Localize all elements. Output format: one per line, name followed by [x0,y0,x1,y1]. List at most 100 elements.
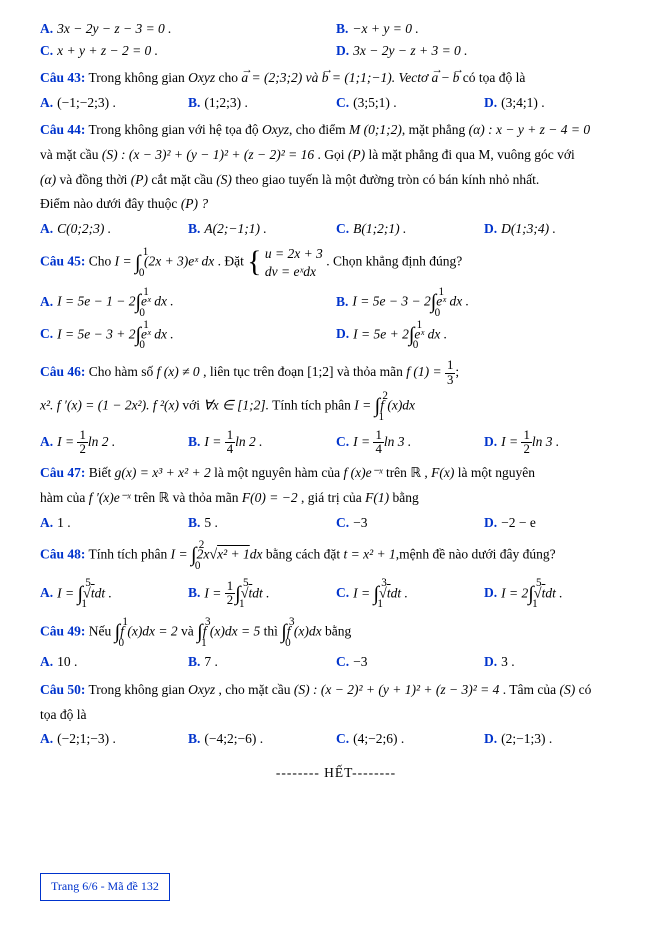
q49-i2u: 3 [205,614,211,632]
q44-l1a: Trong không gian với hệ tọa độ [89,122,263,137]
q42-d-text: 3x − 2y − z + 3 = 0 . [353,43,467,58]
integral-icon: ∫31 [373,578,379,610]
q47-Fx: F(x) [431,465,454,480]
integral-icon: ∫30 [281,616,287,648]
q44-alpha: (α) : x − y + z − 4 = 0 [469,122,591,137]
q48-b-post: dt . [252,585,269,600]
q46-l2a: x². f ′(x) = (1 − 2x²). f ²(x) [40,397,179,412]
q49-i1l: 0 [119,635,125,653]
q46-semi: ; [455,364,459,379]
q50-l1b: , cho mặt cầu [215,682,294,697]
q44-c: B(1;2;1) . [353,221,406,236]
q46-d-post: ln 3 . [532,434,559,449]
q46-dd: 2 [521,443,531,456]
q46-l1c: và thỏa mãn [334,364,407,379]
q47-l2b: trên [131,490,159,505]
q46-l2b: với [179,397,203,412]
q47-opt-a: A.1 . [40,512,188,534]
q46-c-pre: I = [353,434,373,449]
q46-ad: 2 [77,443,87,456]
q45-opt-a: A.I = 5e − 1 − 2∫10eˣ dx . [40,286,336,318]
frac: 12 [77,429,87,457]
q48-bd: 2 [225,594,235,607]
q46-seg: [1;2] [307,364,333,379]
q42-opt-d: D.3x − 2y − z + 3 = 0 . [336,40,632,62]
q46-bn: 1 [225,429,235,443]
q47-l1d: , [421,465,431,480]
integral-icon: ∫10 [115,616,121,648]
q43-c: (3;5;1) . [353,95,397,110]
q45-il: 0 [139,265,145,283]
q43-ab-b: b [453,67,460,89]
q48-sqb: x² + 1 [217,547,250,562]
page: A.3x − 2y − z − 3 = 0 . B.−x + y = 0 . C… [0,0,672,951]
q47-b: 5 . [204,515,218,530]
q45-t1: Cho [89,254,115,269]
q45-d-iu: 1 [417,317,423,335]
q46-opt-a: A.I = 12ln 2 . [40,429,188,457]
q46-b-post: ln 2 . [235,434,262,449]
q43-t3: có tọa độ là [463,70,526,85]
q46-bd: 4 [225,443,235,456]
q49-t4: bằng [325,623,351,638]
q50-l1c: . Tâm của [499,682,559,697]
page-footer: Trang 6/6 - Mã đề 132 [40,873,170,900]
q45-b-pre: I = 5e − 3 − 2 [352,294,430,309]
integral-icon: ∫21 [375,390,381,422]
q46-f1-frac: 13 [445,359,455,387]
q46-b-pre: I = [204,434,224,449]
q48-c-pre: I = [353,585,373,600]
q47-l1e: là một nguyên [454,465,535,480]
q50-d: (2;−1;3) . [501,731,552,746]
q45-a-iu: 1 [143,284,149,302]
q44-S2: (S) [216,172,232,187]
q47-l1c: trên [383,465,411,480]
q46-opt-b: B.I = 14ln 2 . [188,429,336,457]
q50-l2: tọa độ là [40,704,632,726]
q45-Ieq: I = [115,254,135,269]
q47-l2c: và thỏa mãn [169,490,242,505]
q45-opt-b: B.I = 5e − 3 − 2∫10eˣ dx . [336,286,632,318]
q50-a: (−2;1;−3) . [57,731,116,746]
q50-b: (−4;2;−6) . [204,731,263,746]
q43-options: A.(−1;−2;3) . B.(1;2;3) . C.(3;5;1) . D.… [40,92,632,114]
q48-a-iu: 5 [85,575,91,593]
q46-opt-c: C.I = 14ln 3 . [336,429,484,457]
q49-options: A.10 . B.7 . C.−3 D.3 . [40,651,632,673]
q48-sub: t = x² + 1 [343,547,395,562]
q44-l1c: , mặt phẳng [402,122,469,137]
q45-dv: dv = eˣdx [265,264,316,279]
q44-l1b: , cho điểm [289,122,349,137]
q45-d-il: 0 [413,337,419,355]
q48-c-iu: 3 [381,575,387,593]
q46-cn: 1 [373,429,383,443]
q44-P3: (P) ? [181,196,208,211]
brace-icon: { [247,247,261,279]
integral-icon: ∫10 [135,319,141,351]
q46-il: 1 [379,409,385,427]
q44-oxyz: Oxyz [262,122,289,137]
q47-opt-b: B.5 . [188,512,336,534]
q48-opt-d: D.I = 2∫51√tdt . [484,578,632,610]
q46-fx: f (x) ≠ 0 [157,364,200,379]
q48-t1: Tính tích phân [89,547,171,562]
q48-Ieq: I = [171,547,191,562]
q50-c: (4;−2;6) . [353,731,404,746]
q50-opt-d: D.(2;−1;3) . [484,728,632,750]
frac: 12 [225,580,235,608]
q47-a: 1 . [57,515,71,530]
q44-l4t: Điểm nào dưới đây thuộc [40,196,181,211]
q45-opt-c: C.I = 5e − 3 + 2∫10eˣ dx . [40,319,336,351]
integral-icon: ∫10 [409,319,415,351]
q44-M: M (0;1;2) [349,122,402,137]
q43-vecb: b [322,67,329,89]
q49-t3: thì [264,623,282,638]
q43-t1: Trong không gian [89,70,189,85]
q45-iu: 1 [143,244,149,262]
q49-t2: và [181,623,197,638]
q49-opt-b: B.7 . [188,651,336,673]
q48-d-pre: I = 2 [501,585,528,600]
q47-c: −3 [353,515,367,530]
q43-opt-b: B.(1;2;3) . [188,92,336,114]
q44-opt-b: B.A(2;−1;1) . [188,218,336,240]
